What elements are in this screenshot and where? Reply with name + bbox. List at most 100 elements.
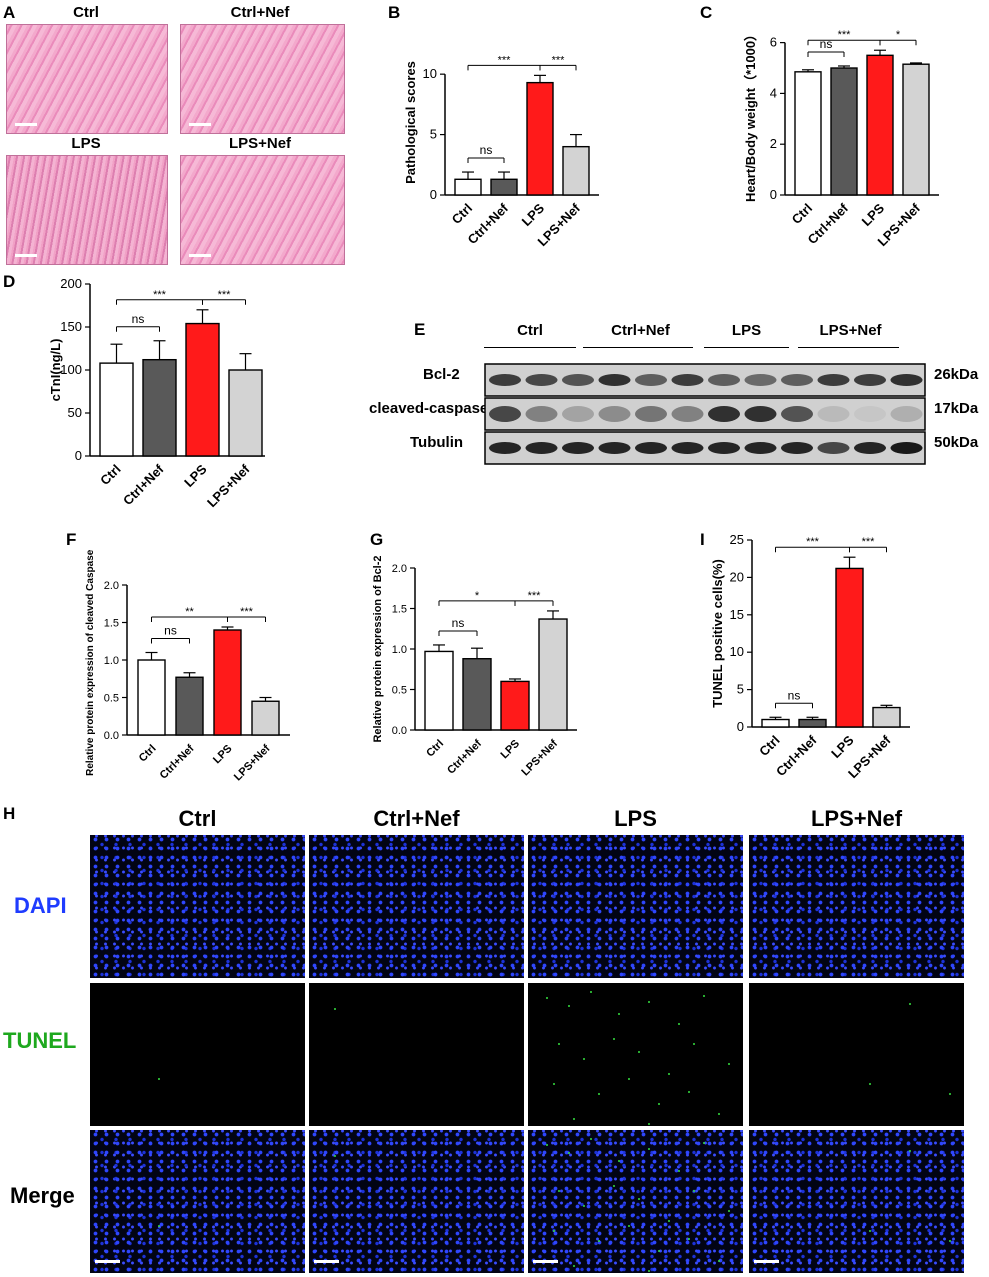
y-tick-label: 0 <box>770 187 777 202</box>
chart-cleaved-caspase3: 0.0 0.5 1.0 1.5 2.0 Relative protein expressi… <box>85 550 290 783</box>
bar-ctrl-nef <box>830 67 858 196</box>
y-tick-label: 10 <box>423 66 437 81</box>
group-line <box>798 347 899 348</box>
blot-band <box>562 374 594 386</box>
histology-image-ctrl-nef <box>180 24 345 134</box>
group-line <box>704 347 789 348</box>
y-tick-label: 0 <box>737 719 744 734</box>
x-tick-label: Ctrl+Nef <box>464 200 511 247</box>
chart-tunel-positive: 0 5 10 15 20 25 TUNEL positive cells(%) CtrlCtr… <box>710 535 910 781</box>
x-tick-label: LPS <box>828 732 857 761</box>
sig-label: ** <box>185 606 194 618</box>
scale-bar <box>189 123 211 126</box>
x-tick-label: Ctrl <box>137 743 159 765</box>
tunel-positive-dot <box>618 1013 620 1015</box>
blot-band <box>635 374 667 386</box>
panel-label-g: G <box>370 530 384 549</box>
tunel-positive-dot <box>334 1155 336 1157</box>
bar-lps <box>185 322 220 457</box>
bar-lps-nef <box>538 618 568 731</box>
blot-band <box>854 406 886 422</box>
bar-ctrl <box>794 71 822 196</box>
bar-lps <box>835 567 864 728</box>
x-tick-label: Ctrl <box>97 462 123 488</box>
y-tick-label: 0.0 <box>392 725 407 737</box>
tunel-positive-dot <box>949 1240 951 1242</box>
blot-band <box>635 406 667 422</box>
sig-label: ns <box>820 37 833 51</box>
fluor-row-merge: Merge <box>10 1183 75 1208</box>
tunel-positive-dot <box>949 1093 951 1095</box>
blot-band <box>671 374 704 386</box>
fluor-col-lps-nef: LPS+Nef <box>810 806 903 831</box>
y-tick-label: 200 <box>60 276 82 291</box>
blot-band <box>489 374 521 386</box>
blot-band <box>781 406 813 422</box>
tunel-positive-dot <box>648 1148 650 1150</box>
fluor-tile-tunel <box>90 983 305 1126</box>
y-tick-label: 150 <box>60 319 82 334</box>
blot-band <box>708 374 740 386</box>
tunel-positive-dot <box>598 1240 600 1242</box>
tunel-positive-dot <box>598 1093 600 1095</box>
blot-band <box>817 406 850 422</box>
sig-label: * <box>475 590 480 602</box>
tunel-positive-dot <box>628 1078 630 1080</box>
western-group-ctrl-nef: Ctrl+Nef <box>611 322 670 339</box>
western-group-ctrl: Ctrl <box>517 322 543 339</box>
fluor-tile-tunel <box>528 983 743 1126</box>
y-tick-label: 1.5 <box>392 604 407 616</box>
sig-label: ns <box>452 616 465 630</box>
tunel-positive-dot <box>718 1113 720 1115</box>
histology-title-ctrl: Ctrl <box>73 4 99 21</box>
western-group-lps: LPS <box>731 322 762 339</box>
western-group-lps-nef: LPS+Nef <box>819 322 882 339</box>
bar-ctrl-nef <box>490 178 518 196</box>
bar-ctrl <box>761 718 790 728</box>
scale-bar <box>15 254 37 257</box>
fluor-row-dapi: DAPI <box>14 893 67 918</box>
tunel-positive-dot <box>678 1023 680 1025</box>
fluor-col-ctrl: Ctrl <box>178 806 217 831</box>
blot-band <box>489 442 521 454</box>
sig-label: *** <box>862 536 876 548</box>
tunel-positive-dot <box>158 1225 160 1227</box>
fluor-tile-merge <box>528 1130 743 1273</box>
histology-title-lps-nef: LPS+Nef <box>228 135 292 152</box>
y-tick-label: 5 <box>737 682 744 697</box>
y-tick-label: 1.5 <box>104 618 119 630</box>
sig-label: *** <box>240 606 254 618</box>
blot-band <box>890 406 923 422</box>
scale-bar <box>533 1260 558 1263</box>
tunel-positive-dot <box>869 1230 871 1232</box>
tunel-positive-dot <box>618 1160 620 1162</box>
sig-label: *** <box>838 29 852 41</box>
y-tick-label: 50 <box>68 405 82 420</box>
x-tick-label: LPS <box>519 200 548 229</box>
tunel-positive-dot <box>546 1144 548 1146</box>
panel-label-b: B <box>388 3 401 22</box>
blot-band <box>744 374 777 386</box>
y-tick-label: 0.5 <box>104 693 119 705</box>
x-tick-label: LPS+Nef <box>232 742 273 783</box>
y-tick-label: 2.0 <box>104 580 119 592</box>
sig-label: ns <box>480 143 493 157</box>
blot-band <box>744 442 777 454</box>
x-tick-label: LPS+Nef <box>519 737 560 778</box>
western-size-bcl2: 26kDa <box>934 366 979 383</box>
y-axis-label: Heart/Body weight（*1000） <box>743 28 758 202</box>
histology-image-lps-nef <box>180 155 345 265</box>
blot-band <box>854 374 886 386</box>
tunel-positive-dot <box>909 1003 911 1005</box>
tunel-positive-dot <box>668 1220 670 1222</box>
y-tick-label: 0 <box>430 187 437 202</box>
x-tick-label: Ctrl <box>756 733 782 759</box>
panel-label-i: I <box>700 530 705 549</box>
bar-lps-nef <box>902 63 930 196</box>
fluor-tile-dapi <box>309 835 524 978</box>
panel-label-f: F <box>66 530 77 549</box>
bar-ctrl-nef <box>142 358 177 457</box>
fluor-col-ctrl-nef: Ctrl+Nef <box>373 806 460 831</box>
